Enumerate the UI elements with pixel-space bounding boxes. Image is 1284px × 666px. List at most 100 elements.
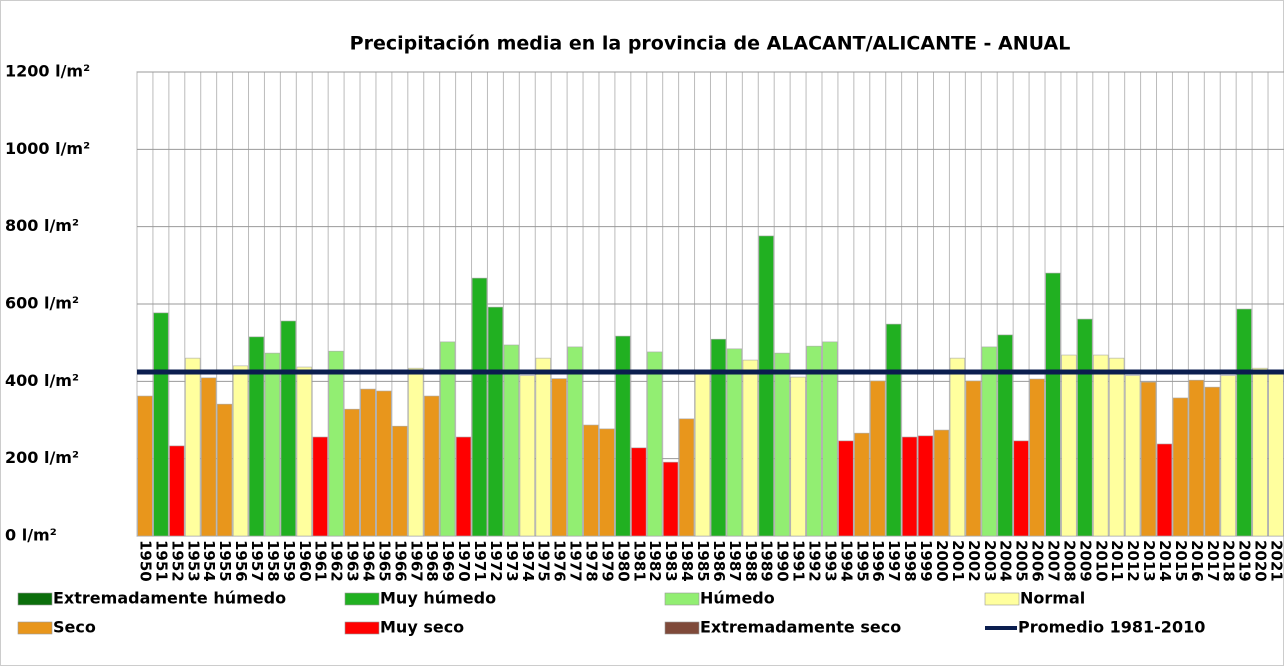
x-tick-label: 1996	[869, 540, 887, 582]
x-tick-label: 1961	[312, 540, 330, 582]
x-tick-label: 1964	[359, 540, 377, 582]
bar	[694, 373, 711, 537]
y-tick-label: 600 l/m²	[5, 294, 79, 313]
legend-label: Muy seco	[380, 618, 464, 637]
legend-label: Extremadamente húmedo	[53, 589, 286, 608]
bar	[1029, 378, 1045, 537]
y-tick-label: 0 l/m²	[5, 526, 57, 545]
bar	[726, 348, 743, 537]
bar	[551, 378, 567, 537]
x-tick-label: 1986	[710, 540, 728, 582]
x-tick-label: 1990	[774, 540, 792, 582]
x-tick-label: 1950	[136, 540, 154, 582]
x-tick-label: 2009	[1076, 540, 1094, 582]
bar	[742, 359, 758, 537]
bar	[471, 277, 488, 537]
bar	[376, 390, 392, 537]
x-tick-label: 1966	[391, 540, 409, 582]
x-tick-label: 2012	[1124, 540, 1142, 582]
bar	[1045, 272, 1061, 537]
legend-swatch	[344, 621, 380, 635]
x-tick-label: 1988	[742, 540, 760, 582]
bar	[424, 395, 440, 537]
x-tick-label: 2002	[965, 540, 983, 582]
bar	[408, 367, 424, 537]
x-tick-label: 2005	[1013, 540, 1031, 582]
x-tick-label: 1977	[567, 540, 585, 582]
bar	[854, 432, 870, 537]
x-tick-label: 1989	[758, 540, 776, 582]
bar	[567, 346, 583, 537]
bar	[344, 408, 360, 537]
legend-label: Promedio 1981-2010	[1018, 618, 1205, 637]
bar	[822, 341, 838, 537]
legend-swatch	[664, 592, 700, 606]
x-tick-label: 2018	[1220, 540, 1238, 582]
bar	[487, 306, 504, 537]
x-tick-label: 1983	[662, 540, 680, 582]
y-tick-label: 1000 l/m²	[5, 139, 90, 158]
bar	[392, 425, 408, 537]
bar	[981, 346, 997, 537]
x-tick-label: 1991	[790, 540, 808, 582]
bar	[312, 436, 328, 537]
bar	[997, 334, 1013, 537]
bar	[1236, 308, 1252, 537]
x-tick-label: 1973	[503, 540, 521, 582]
y-tick-label: 800 l/m²	[5, 216, 79, 235]
x-tick-label: 1999	[917, 540, 935, 582]
x-tick-label: 1958	[264, 540, 282, 582]
bar	[1061, 354, 1077, 537]
x-tick-label: 1974	[519, 540, 537, 582]
x-tick-label: 1984	[678, 540, 696, 582]
x-tick-label: 1968	[423, 540, 441, 582]
bar	[169, 445, 185, 537]
bar	[838, 440, 854, 537]
bar	[328, 350, 344, 537]
bar	[949, 357, 966, 537]
x-tick-label: 1979	[598, 540, 616, 582]
legend-swatch	[984, 592, 1020, 606]
bar	[232, 365, 249, 537]
x-tick-label: 2013	[1140, 540, 1158, 582]
bar	[1140, 381, 1157, 537]
bar	[137, 395, 153, 537]
x-tick-label: 1997	[885, 540, 903, 582]
bar	[1172, 397, 1189, 537]
bar	[440, 341, 456, 537]
x-tick-label: 2014	[1156, 540, 1174, 582]
bar	[1204, 386, 1220, 537]
bar	[806, 345, 822, 537]
bar	[360, 388, 376, 537]
x-tick-label: 2017	[1204, 540, 1222, 582]
x-tick-label: 1976	[551, 540, 569, 582]
y-tick-label: 1200 l/m²	[5, 62, 90, 81]
x-tick-label: 1963	[344, 540, 362, 582]
bar	[663, 461, 679, 537]
bar	[153, 312, 169, 537]
bar	[965, 380, 981, 537]
x-tick-label: 1970	[455, 540, 473, 582]
bar	[647, 351, 663, 537]
bar	[455, 436, 472, 537]
x-tick-label: 1998	[901, 540, 919, 582]
x-tick-label: 2016	[1188, 540, 1206, 582]
x-tick-label: 2001	[949, 540, 967, 582]
x-tick-label: 1951	[152, 540, 170, 582]
legend-swatch	[664, 621, 700, 635]
bar	[1013, 440, 1029, 537]
x-tick-label: 1969	[439, 540, 457, 582]
bar	[870, 380, 886, 537]
x-tick-label: 1971	[471, 540, 489, 582]
bar	[615, 335, 631, 537]
x-tick-label: 1953	[184, 540, 202, 582]
x-tick-label: 1987	[726, 540, 744, 582]
bar	[1077, 318, 1093, 537]
bar	[185, 357, 201, 537]
bar	[678, 418, 695, 537]
x-tick-label: 2020	[1252, 540, 1270, 582]
bar	[1220, 375, 1236, 537]
bar	[216, 403, 233, 537]
x-tick-label: 2007	[1044, 540, 1062, 582]
